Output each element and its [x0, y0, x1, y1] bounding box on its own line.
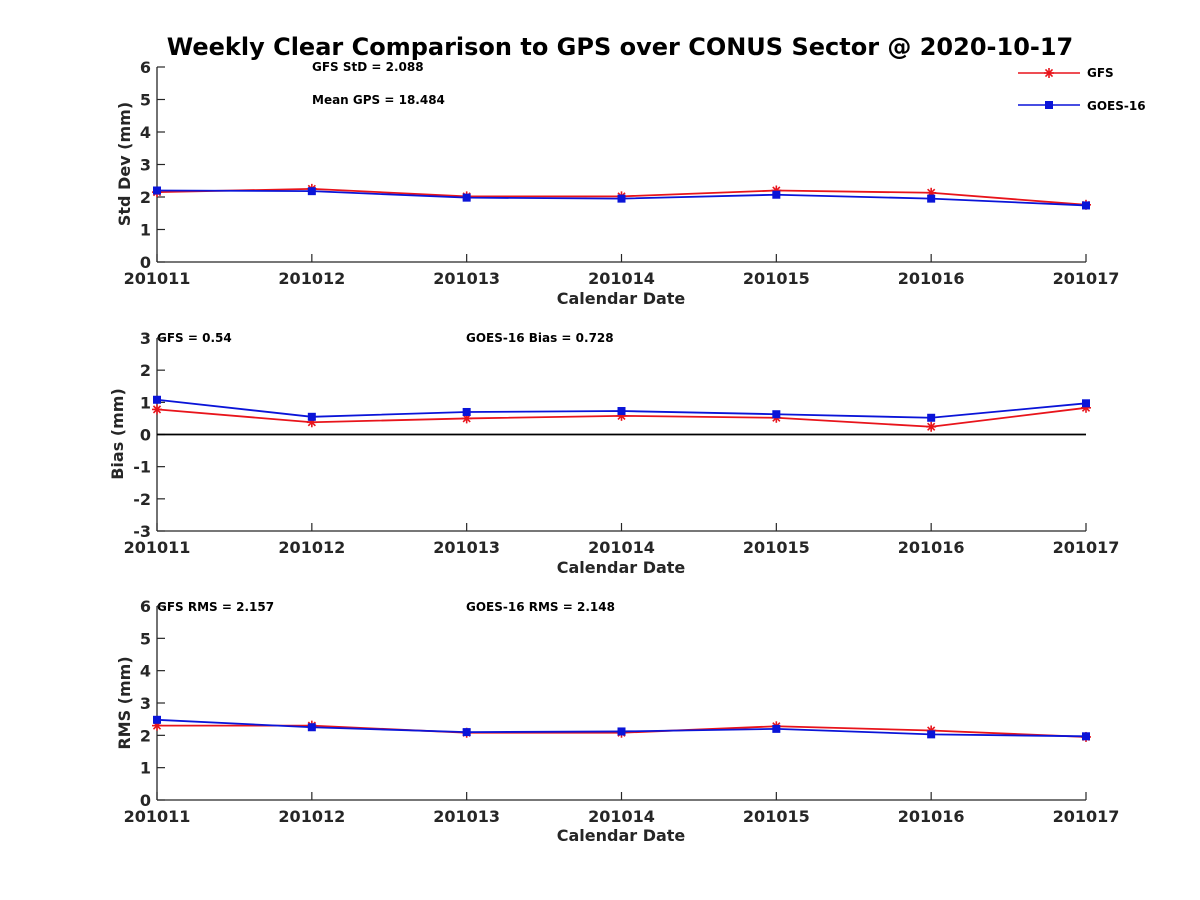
x-tick-label: 201013: [433, 807, 500, 826]
std-dev-x-axis-label: Calendar Date: [557, 289, 686, 308]
data-point-goes-16: [1082, 201, 1090, 210]
data-point-goes-16: [462, 407, 471, 416]
x-tick-label: 201012: [278, 538, 345, 557]
rms-y-axis-label: RMS (mm): [115, 656, 134, 749]
x-tick-label: 201017: [1053, 807, 1120, 826]
data-point-goes-16: [153, 715, 161, 724]
y-tick-label: 5: [140, 91, 151, 110]
x-tick-label: 201013: [433, 269, 500, 288]
x-tick-label: 201014: [588, 269, 655, 288]
legend-marker-gfs: [1044, 68, 1054, 78]
data-point-goes-16: [772, 410, 781, 419]
data-point-goes-16: [307, 187, 316, 196]
y-tick-label: 0: [140, 791, 151, 810]
bias-panel: GFS = 0.54 GOES-16 Bias = 0.728 Bias (mm…: [108, 329, 1119, 577]
x-tick-label: 201015: [743, 807, 810, 826]
y-tick-label: 2: [140, 726, 151, 745]
y-tick-label: -1: [133, 458, 151, 477]
data-point-goes-16: [307, 723, 316, 732]
y-tick-label: 6: [140, 597, 151, 616]
x-tick-label: 201015: [743, 538, 810, 557]
y-tick-label: -3: [133, 522, 151, 541]
y-tick-label: 3: [140, 329, 151, 348]
y-tick-label: 4: [140, 123, 151, 142]
std-dev-y-axis-label: Std Dev (mm): [115, 102, 134, 226]
legend-marker-shape: [1045, 101, 1053, 109]
x-tick-label: 201014: [588, 807, 655, 826]
y-tick-label: 1: [140, 221, 151, 240]
std-dev-panel: GFS StD = 2.088 Mean GPS = 18.484 Std De…: [115, 58, 1119, 308]
y-tick-label: -2: [133, 490, 151, 509]
x-tick-label: 201013: [433, 538, 500, 557]
gfs-bias-annotation: GFS = 0.54: [157, 331, 232, 345]
legend-marker-shape: [1044, 68, 1054, 78]
figure-title: Weekly Clear Comparison to GPS over CONU…: [167, 33, 1074, 61]
data-point-goes-16: [462, 728, 471, 737]
x-tick-label: 201015: [743, 269, 810, 288]
y-tick-label: 0: [140, 253, 151, 272]
y-tick-label: 3: [140, 694, 151, 713]
y-tick-label: 2: [140, 361, 151, 380]
gfs-rms-annotation: GFS RMS = 2.157: [157, 600, 274, 614]
bias-y-axis-label: Bias (mm): [108, 388, 127, 480]
legend-label-gfs: GFS: [1087, 66, 1114, 80]
data-point-goes-16: [307, 412, 316, 421]
y-tick-label: 1: [140, 759, 151, 778]
legend-label-goes16: GOES-16: [1087, 99, 1146, 113]
y-tick-label: 1: [140, 393, 151, 412]
data-point-goes-16: [153, 186, 161, 195]
goes16-bias-annotation: GOES-16 Bias = 0.728: [466, 331, 614, 345]
data-point-gfs: [152, 404, 162, 415]
x-tick-label: 201017: [1053, 269, 1120, 288]
data-point-goes-16: [1082, 399, 1090, 408]
data-point-goes-16: [927, 194, 936, 203]
legend-entry-goes16: GOES-16: [1018, 99, 1146, 113]
rms-x-axis-label: Calendar Date: [557, 826, 686, 845]
data-point-goes-16: [617, 727, 626, 736]
x-tick-label: 201014: [588, 538, 655, 557]
data-point-goes-16: [927, 413, 936, 422]
data-point-goes-16: [153, 395, 161, 404]
x-tick-label: 201011: [124, 538, 191, 557]
data-point-goes-16: [772, 190, 781, 199]
data-point-gfs: [926, 421, 937, 432]
data-point-goes-16: [772, 724, 781, 733]
x-tick-label: 201011: [124, 807, 191, 826]
y-tick-label: 4: [140, 662, 151, 681]
x-tick-label: 201016: [898, 269, 965, 288]
goes16-rms-annotation: GOES-16 RMS = 2.148: [466, 600, 615, 614]
legend-entry-gfs: GFS: [1018, 66, 1114, 80]
x-tick-label: 201016: [898, 807, 965, 826]
legend: GFS GOES-16: [1018, 66, 1146, 113]
data-point-goes-16: [462, 193, 471, 202]
data-point-goes-16: [617, 407, 626, 416]
data-point-goes-16: [927, 730, 936, 739]
x-tick-label: 201017: [1053, 538, 1120, 557]
x-tick-label: 201016: [898, 538, 965, 557]
x-tick-label: 201012: [278, 269, 345, 288]
rms-panel: GFS RMS = 2.157 GOES-16 RMS = 2.148 RMS …: [115, 597, 1119, 845]
bias-x-axis-label: Calendar Date: [557, 558, 686, 577]
y-tick-label: 2: [140, 188, 151, 207]
x-tick-label: 201012: [278, 807, 345, 826]
y-tick-label: 3: [140, 156, 151, 175]
y-tick-label: 0: [140, 426, 151, 445]
legend-marker-goes16: [1045, 101, 1053, 109]
data-point-goes-16: [1082, 732, 1090, 741]
gfs-std-annotation: GFS StD = 2.088: [312, 60, 424, 74]
mean-gps-annotation: Mean GPS = 18.484: [312, 93, 445, 107]
data-point-goes-16: [617, 194, 626, 203]
y-tick-label: 5: [140, 629, 151, 648]
y-tick-label: 6: [140, 58, 151, 77]
x-tick-label: 201011: [124, 269, 191, 288]
